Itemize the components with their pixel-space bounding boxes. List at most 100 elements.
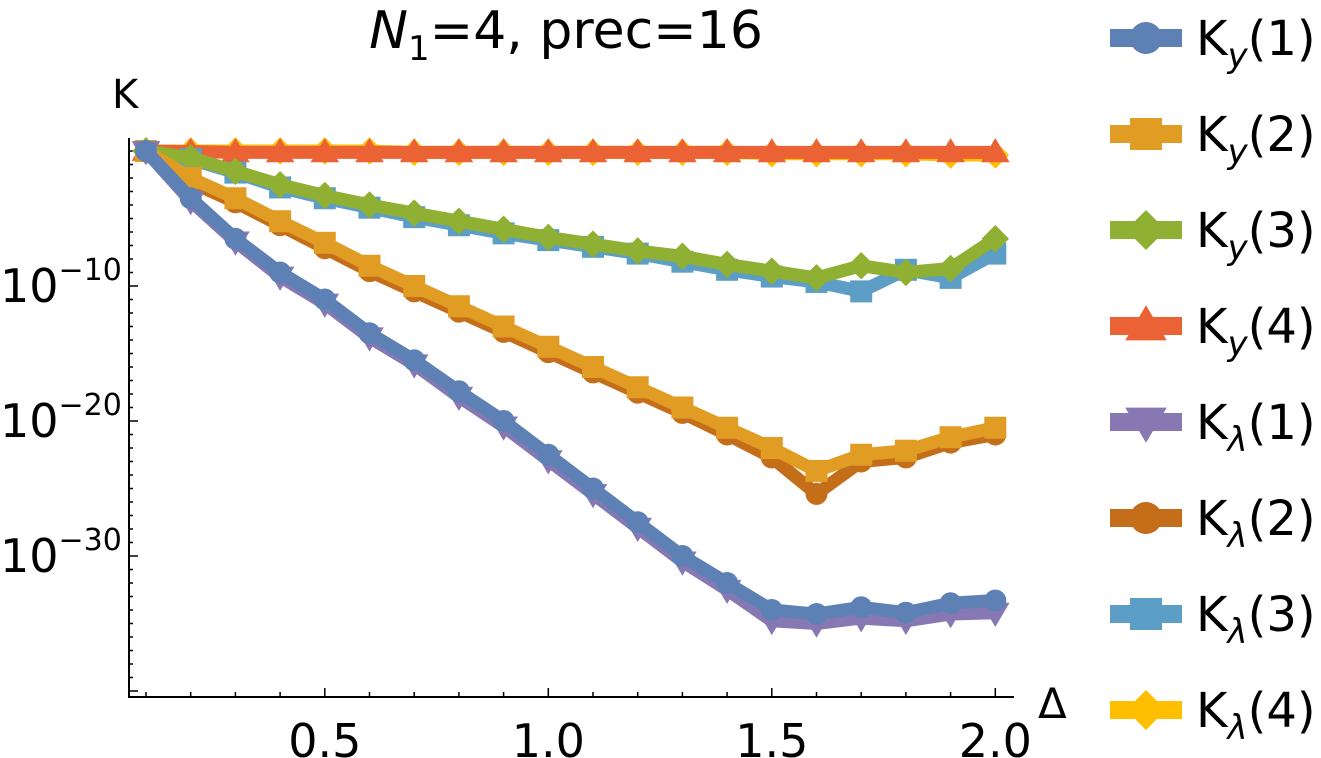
- x-minor-ticks: [145, 688, 997, 697]
- legend-swatch-marker: [1125, 305, 1167, 341]
- legend-label: Kλ(2): [1196, 491, 1316, 556]
- legend-swatch-marker: [1126, 210, 1166, 250]
- x-ticks: 0.5 1.0 1.5 2.0: [288, 714, 1032, 758]
- data-point: [534, 138, 563, 163]
- data-point: [760, 599, 783, 621]
- data-point: [403, 275, 426, 297]
- data-point: [221, 138, 250, 163]
- data-point: [355, 138, 384, 163]
- data-point: [805, 482, 828, 505]
- x-tick-label: 2.0: [959, 714, 1032, 758]
- y-axis-label: K: [112, 72, 140, 118]
- data-point: [445, 207, 473, 235]
- data-point: [891, 138, 921, 163]
- legend-item-4: Ky(4): [1110, 299, 1316, 364]
- data-point: [265, 138, 295, 163]
- data-point: [981, 138, 1010, 163]
- x-tick-label: 1.0: [512, 714, 585, 758]
- data-point: [671, 396, 694, 419]
- data-point: [802, 264, 831, 292]
- data-point: [850, 443, 873, 466]
- y-minor-ticks: [129, 150, 138, 692]
- y-tick-label: 10−20: [0, 388, 122, 448]
- legend-swatch-marker: [1130, 118, 1162, 150]
- data-point: [626, 376, 649, 399]
- data-point: [713, 250, 741, 279]
- legend-label: Ky(3): [1196, 203, 1316, 268]
- data-point: [802, 138, 831, 163]
- legend-label: Kλ(1): [1196, 395, 1316, 460]
- data-point: [984, 589, 1007, 612]
- chart-title: N1=4, prec=16: [369, 1, 763, 69]
- data-point: [403, 349, 426, 372]
- legend-item-7: Kλ(3): [1110, 587, 1316, 652]
- data-point: [582, 477, 604, 500]
- data-point: [892, 258, 920, 287]
- data-point: [313, 231, 336, 254]
- data-point: [894, 439, 917, 462]
- series-4: [131, 136, 1010, 163]
- data-point: [936, 254, 965, 283]
- series-2: [135, 140, 1007, 482]
- data-point: [758, 257, 786, 285]
- data-point: [489, 215, 518, 244]
- data-point: [936, 138, 965, 163]
- series-layer: [131, 136, 1010, 638]
- x-tick-label: 1.5: [735, 714, 808, 758]
- legend-item-8: Kλ(4): [1110, 683, 1316, 748]
- data-point: [939, 592, 962, 615]
- data-point: [537, 443, 560, 466]
- legend-label: Ky(4): [1196, 299, 1316, 364]
- data-point: [224, 187, 247, 210]
- data-point: [626, 511, 649, 534]
- data-point: [847, 252, 875, 280]
- legend-swatch-marker: [1126, 690, 1166, 730]
- data-point: [850, 596, 873, 619]
- y-tick-label: 10−30: [0, 523, 122, 583]
- data-point: [447, 295, 470, 318]
- data-point: [981, 225, 1010, 253]
- data-point: [579, 230, 607, 258]
- x-axis-label: Δ: [1038, 679, 1067, 728]
- data-point: [444, 138, 474, 163]
- legend-item-3: Ky(3): [1110, 203, 1316, 268]
- data-point: [358, 322, 381, 345]
- chart-title-n: N: [369, 1, 408, 61]
- data-point: [805, 459, 828, 482]
- legend-item-1: Ky(1): [1110, 11, 1316, 76]
- data-point: [447, 380, 470, 403]
- data-point: [358, 254, 381, 277]
- data-point: [582, 356, 604, 378]
- data-point: [313, 288, 336, 311]
- data-point: [537, 335, 560, 358]
- data-point: [176, 144, 205, 172]
- data-point: [400, 199, 428, 227]
- legend-swatch-marker: [1130, 502, 1162, 534]
- legend-swatch-marker: [1130, 598, 1162, 630]
- data-point: [355, 191, 384, 219]
- x-tick-label: 0.5: [288, 714, 361, 758]
- data-point: [623, 138, 652, 163]
- chart-title-rest: =4, prec=16: [430, 1, 763, 61]
- data-point: [179, 187, 202, 210]
- data-point: [716, 416, 739, 439]
- data-point: [716, 572, 739, 594]
- data-point: [623, 237, 652, 265]
- data-point: [135, 140, 157, 162]
- data-point: [894, 601, 917, 624]
- data-point: [269, 261, 292, 284]
- data-point: [671, 545, 694, 567]
- data-point: [534, 223, 563, 252]
- data-point: [712, 138, 742, 163]
- y-tick-label: 10−10: [0, 253, 122, 313]
- legend-item-6: Kλ(2): [1110, 491, 1316, 556]
- data-point: [492, 410, 515, 432]
- data-point: [266, 171, 294, 199]
- legend-swatch-marker: [1125, 407, 1167, 443]
- data-point: [578, 138, 608, 163]
- data-point: [489, 138, 518, 163]
- data-point: [224, 227, 247, 250]
- data-point: [850, 280, 873, 303]
- y-ticks: 10−10 10−20 10−30: [0, 253, 122, 583]
